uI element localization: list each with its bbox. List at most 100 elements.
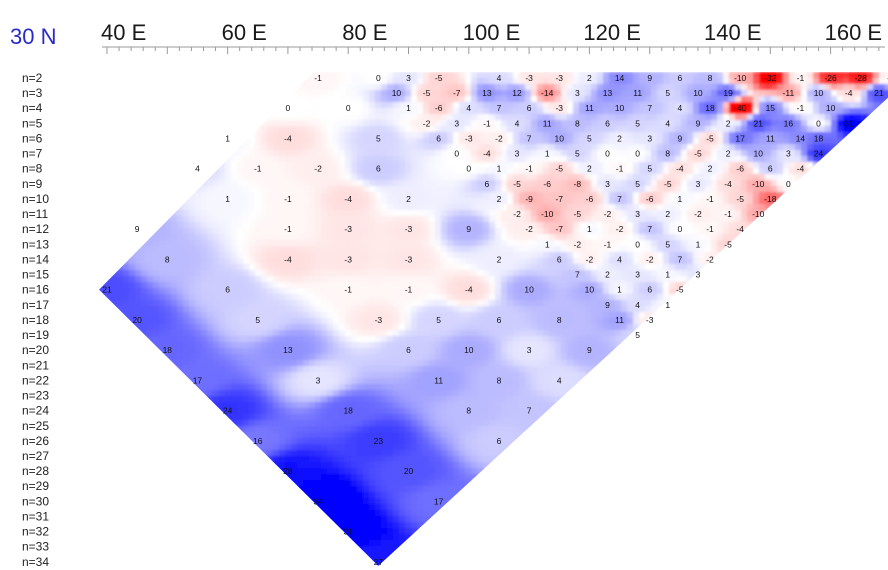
heatmap-cell [345,120,352,127]
heatmap-cell [135,72,142,79]
heatmap-cell [555,96,562,103]
heatmap-cell [525,204,532,211]
heatmap-cell [207,108,214,115]
heatmap-cell [819,174,826,181]
heatmap-cell [273,126,280,133]
heatmap-cell [513,234,520,241]
heatmap-cell [357,228,364,235]
heatmap-cell [177,168,184,175]
heatmap-cell [213,192,220,199]
heatmap-cell [369,288,376,295]
heatmap-cell [345,222,352,229]
heatmap-cell [135,102,142,109]
heatmap-cell [669,120,676,127]
heatmap-cell [603,144,610,151]
heatmap-cell [747,192,754,199]
heatmap-cell [483,270,490,277]
heatmap-cell [843,144,850,151]
heatmap-cell [777,132,784,139]
heatmap-cell [267,180,274,187]
heatmap-cell [531,84,538,91]
heatmap-cell [645,240,652,247]
heatmap-cell [549,192,556,199]
heatmap-cell [285,252,292,259]
heatmap-cell [777,192,784,199]
heatmap-cell [795,216,802,223]
heatmap-cell [495,108,502,115]
heatmap-cell [801,72,808,79]
heatmap-cell [417,96,424,103]
heatmap-cell [99,276,100,283]
heatmap-cell [705,222,712,229]
heatmap-cell [399,78,406,85]
heatmap-cell [519,144,526,151]
heatmap-cell [129,150,136,157]
heatmap-cell [771,108,778,115]
heatmap-cell [633,126,640,133]
heatmap-cell [135,132,142,139]
heatmap-cell [705,216,712,223]
heatmap-cell [615,72,622,79]
heatmap-cell [159,150,166,157]
heatmap-cell [867,240,874,247]
heatmap-cell [375,150,382,157]
heatmap-cell [129,126,136,133]
heatmap-cell [519,276,526,283]
heatmap-cell [831,126,838,133]
heatmap-cell [117,132,124,139]
heatmap-cell [537,228,544,235]
heatmap-cell [393,186,400,193]
heatmap-cell [657,90,664,97]
heatmap-cell [639,102,646,109]
heatmap-cell [237,222,244,229]
heatmap-cell [771,198,778,205]
heatmap-cell [411,258,418,265]
heatmap-cell [813,90,820,97]
heatmap-cell [159,84,166,91]
heatmap-cell [477,282,484,289]
heatmap-cell [339,144,346,151]
heatmap-cell [555,222,562,229]
heatmap-cell [123,258,130,265]
heatmap-cell [627,126,634,133]
heatmap-cell [801,78,808,85]
heatmap-cell [489,216,496,223]
heatmap-cell [195,150,202,157]
heatmap-cell [525,90,532,97]
heatmap-cell [765,192,772,199]
heatmap-cell [441,90,448,97]
heatmap-cell [279,240,286,247]
heatmap-cell [729,198,736,205]
heatmap-cell [351,288,358,295]
heatmap-cell [105,132,112,139]
heatmap-cell [639,216,646,223]
heatmap-cell [147,78,154,85]
heatmap-cell [723,144,730,151]
heatmap-cell [519,186,526,193]
heatmap-cell [315,210,322,217]
heatmap-cell [141,246,148,253]
heatmap-cell [105,192,112,199]
heatmap-cell [195,264,202,271]
heatmap-cell [519,150,526,157]
heatmap-cell [555,150,562,157]
heatmap-cell [861,210,868,217]
heatmap-cell [837,228,844,235]
heatmap-cell [291,288,298,295]
heatmap-cell [621,144,628,151]
heatmap-cell [387,210,394,217]
heatmap-cell [321,186,328,193]
heatmap-cell [831,84,838,91]
heatmap-cell [297,120,304,127]
heatmap-cell [417,228,424,235]
heatmap-cell [549,150,556,157]
heatmap-cell [429,126,436,133]
heatmap-cell [753,90,760,97]
heatmap-cell [315,96,322,103]
heatmap-cell [543,246,550,253]
heatmap-cell [309,84,316,91]
heatmap-cell [231,114,238,121]
heatmap-cell [705,168,712,175]
heatmap-cell [723,72,730,79]
heatmap-cell [735,198,742,205]
